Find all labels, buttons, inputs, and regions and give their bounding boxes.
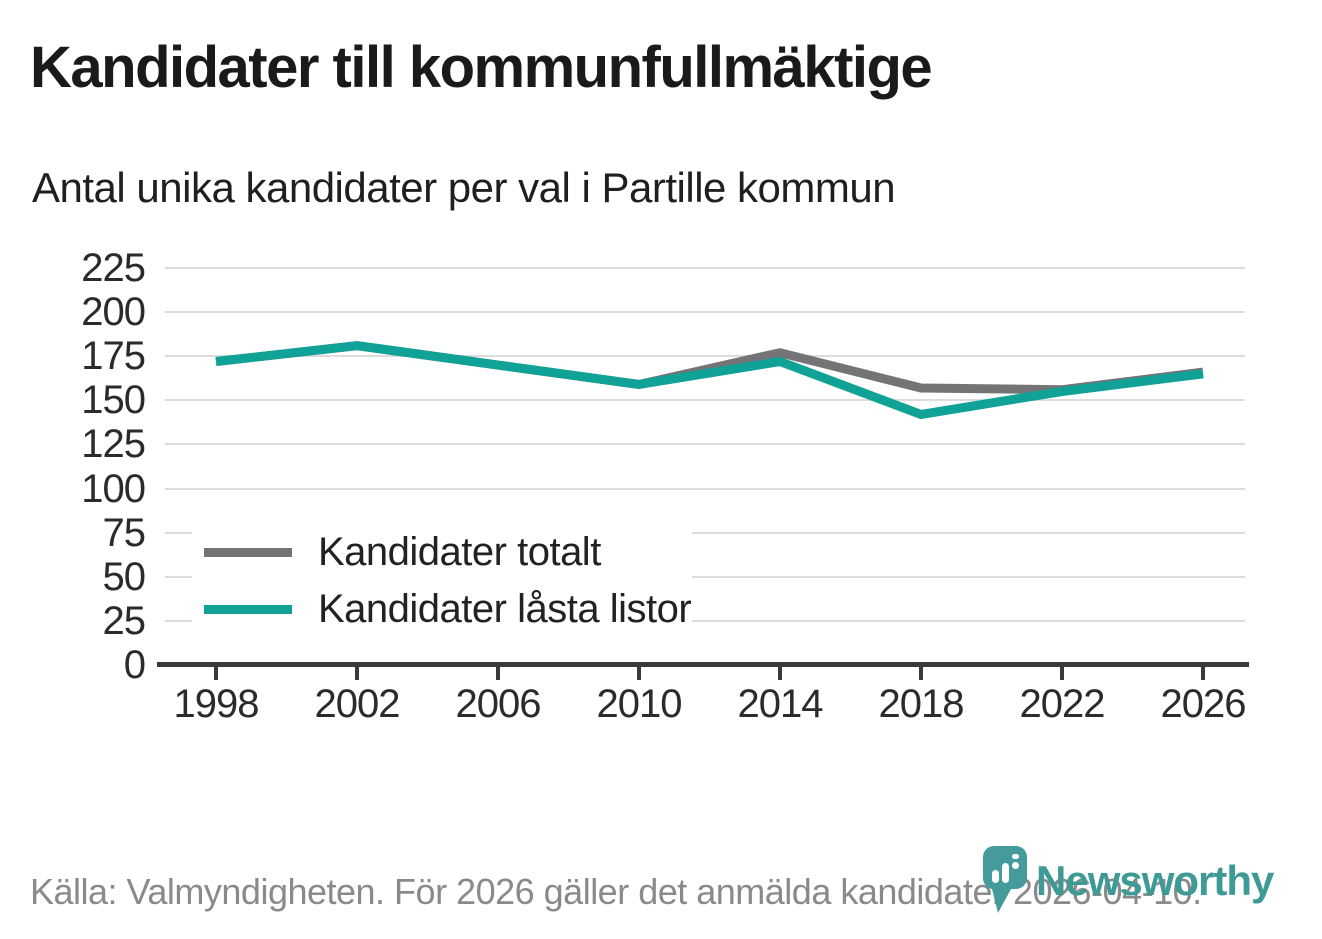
y-tick-label-150: 150 (81, 378, 146, 423)
x-tick-mark-2014 (778, 667, 782, 680)
x-tick-label-2018: 2018 (878, 682, 965, 726)
x-tick-label-2010: 2010 (596, 682, 683, 726)
legend-item-totalt: Kandidater totalt (204, 530, 692, 575)
newsworthy-pin-icon (982, 845, 1028, 922)
x-tick-mark-2018 (919, 667, 923, 680)
y-tick-label-50: 50 (102, 554, 147, 599)
x-tick-mark-2002 (355, 667, 359, 680)
gridline-y-50 (165, 575, 1245, 578)
x-tick-mark-2022 (1060, 667, 1064, 680)
y-tick-label-175: 175 (81, 334, 146, 379)
x-axis-line (157, 662, 1249, 667)
legend-label-lasta-listor: Kandidater låsta listor (318, 587, 692, 631)
x-tick-label-1998: 1998 (173, 682, 260, 726)
x-tick-mark-1998 (214, 667, 218, 680)
legend-swatch-lasta-listor (204, 605, 292, 614)
y-tick-label-0: 0 (123, 643, 146, 687)
chart-title: Kandidater till kommunfullmäktige (30, 35, 933, 100)
x-tick-label-2002: 2002 (314, 682, 401, 726)
gridline-y-75 (165, 531, 1245, 534)
x-tick-label-2026: 2026 (1160, 682, 1247, 726)
gridline-y-175 (165, 355, 1245, 358)
x-tick-label-2006: 2006 (455, 682, 542, 726)
newsworthy-wordmark: Newsworthy (1036, 857, 1274, 904)
gridline-y-150 (165, 399, 1245, 402)
gridline-y-200 (165, 311, 1245, 314)
x-tick-mark-2010 (637, 667, 641, 680)
gridline-y-225 (165, 267, 1245, 269)
newsworthy-logo: Newsworthy (982, 845, 1274, 922)
gridline-y-100 (165, 487, 1245, 490)
x-tick-label-2014: 2014 (737, 682, 824, 726)
x-tick-mark-2026 (1201, 667, 1205, 680)
legend: Kandidater totalt Kandidater låsta listo… (192, 518, 692, 644)
x-tick-label-2022: 2022 (1019, 682, 1106, 726)
y-tick-label-100: 100 (81, 466, 146, 511)
y-tick-label-125: 125 (81, 422, 146, 467)
x-tick-mark-2006 (496, 667, 500, 680)
legend-swatch-totalt (204, 548, 292, 557)
legend-item-lasta-listor: Kandidater låsta listor (204, 587, 692, 632)
y-tick-label-200: 200 (81, 290, 146, 335)
gridline-y-25 (165, 619, 1245, 622)
gridline-y-125 (165, 443, 1245, 446)
legend-label-totalt: Kandidater totalt (318, 530, 601, 574)
y-tick-label-75: 75 (102, 510, 147, 555)
y-tick-label-225: 225 (81, 246, 146, 290)
y-tick-label-25: 25 (102, 598, 147, 643)
line-plot (215, 341, 1204, 420)
chart-subtitle: Antal unika kandidater per val i Partill… (32, 164, 896, 211)
